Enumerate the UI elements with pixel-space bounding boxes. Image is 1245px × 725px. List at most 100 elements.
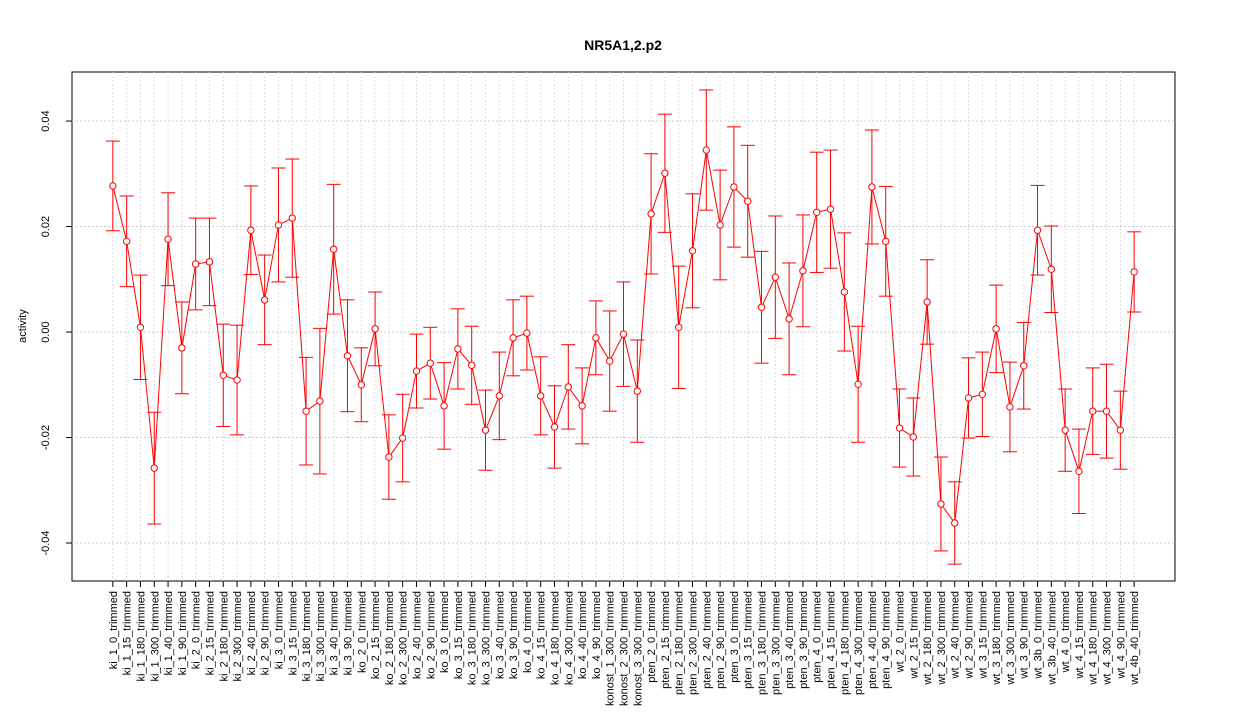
- x-tick-label: pten_3_300_trimmed: [770, 591, 782, 695]
- x-tick-label: pten_4_15_trimmed: [826, 591, 838, 689]
- point: [909, 433, 918, 441]
- x-tick-label: ki_2_90_trimmed: [260, 591, 272, 675]
- point: [523, 329, 531, 337]
- point: [868, 183, 876, 191]
- point: [109, 182, 117, 190]
- x-tick-label: pten_4_180_trimmed: [839, 591, 851, 695]
- x-tick-label: wt_4_0_trimmed: [1060, 591, 1072, 673]
- x-tick-label: ko_3_90_trimmed: [508, 591, 520, 679]
- point: [688, 247, 697, 255]
- point: [564, 383, 572, 391]
- x-tick-label: pten_3_180_trimmed: [757, 591, 769, 695]
- point: [1130, 268, 1138, 276]
- x-tick-label: ko_4_90_trimmed: [591, 591, 603, 679]
- point: [136, 323, 145, 331]
- x-tick-label: ko_3_0_trimmed: [439, 591, 451, 673]
- point: [454, 345, 462, 353]
- x-tick-label: wt_2_40_trimmed: [950, 591, 962, 679]
- point: [647, 210, 655, 218]
- chart-title: NR5A1,2.p2: [584, 37, 662, 53]
- point: [799, 267, 807, 275]
- point: [357, 381, 365, 389]
- x-tick-label: pten_2_40_trimmed: [701, 591, 713, 689]
- point: [978, 390, 987, 398]
- x-tick-label: ki_3_0_trimmed: [273, 591, 285, 669]
- x-tick-label: ko_3_180_trimmed: [467, 591, 479, 685]
- point: [951, 519, 959, 527]
- point: [757, 303, 766, 311]
- x-tick-label: ko_2_15_trimmed: [370, 591, 382, 679]
- x-tick-label: ki_1_15_trimmed: [122, 591, 134, 675]
- x-tick-label: ki_1_180_trimmed: [135, 591, 147, 682]
- y-tick-label: -0.02: [40, 425, 52, 450]
- x-tick-label: ki_1_0_trimmed: [108, 591, 120, 669]
- x-tick-label: ko_2_180_trimmed: [384, 591, 396, 685]
- x-tick-label: ki_1_40_trimmed: [163, 591, 175, 675]
- point: [219, 371, 227, 379]
- x-tick-label: wt_2_300_trimmed: [936, 591, 948, 686]
- point: [605, 357, 614, 365]
- x-tick-label: pten_3_40_trimmed: [784, 591, 796, 689]
- y-tick-label: 0.02: [40, 216, 52, 237]
- y-tick-label: 0.00: [40, 321, 52, 342]
- x-tick-label: ko_4_15_trimmed: [536, 591, 548, 679]
- point: [191, 260, 200, 268]
- x-tick-label: wt_2_15_trimmed: [908, 591, 920, 679]
- x-tick-label: pten_2_0_trimmed: [646, 591, 658, 683]
- point: [1102, 407, 1111, 415]
- x-tick-label: wt_3_180_trimmed: [991, 591, 1003, 686]
- point: [481, 426, 490, 434]
- x-tick-label: wt_4b_40_trimmed: [1129, 591, 1141, 686]
- point: [661, 169, 669, 177]
- point: [578, 402, 586, 410]
- x-tick-label: wt_4_15_trimmed: [1074, 591, 1086, 679]
- x-tick-label: wt_4_300_trimmed: [1102, 591, 1114, 686]
- x-tick-label: ko_3_300_trimmed: [480, 591, 492, 685]
- point: [233, 376, 241, 384]
- point: [826, 205, 835, 213]
- point: [854, 380, 862, 388]
- point: [730, 183, 738, 191]
- point: [964, 394, 973, 402]
- x-tick-label: pten_3_90_trimmed: [798, 591, 810, 689]
- x-tick-label: wt_3b_40_trimmed: [1046, 591, 1058, 686]
- point: [1089, 407, 1097, 415]
- point: [164, 235, 172, 243]
- x-tick-label: wt_3_90_trimmed: [1019, 591, 1031, 679]
- x-tick-label: ko_3_40_trimmed: [494, 591, 506, 679]
- x-tick-label: wt_3_15_trimmed: [977, 591, 989, 679]
- x-tick-label: ko_2_40_trimmed: [411, 591, 423, 679]
- x-tick-label: ki_3_180_trimmed: [301, 591, 313, 682]
- point: [1006, 403, 1014, 411]
- point: [426, 359, 434, 367]
- point: [619, 330, 628, 338]
- x-tick-label: wt_2_180_trimmed: [922, 591, 934, 686]
- x-tick-label: pten_4_300_trimmed: [853, 591, 865, 695]
- x-tick-label: wt_2_90_trimmed: [964, 591, 976, 679]
- x-tick-label: ko_2_90_trimmed: [425, 591, 437, 679]
- x-tick-label: ko_4_180_trimmed: [549, 591, 561, 685]
- y-tick-label: -0.04: [40, 530, 52, 555]
- point: [260, 296, 269, 304]
- x-tick-label: ki_3_15_trimmed: [287, 591, 299, 675]
- x-tick-label: wt_3_300_trimmed: [1005, 591, 1017, 686]
- point: [550, 423, 559, 431]
- x-tick-label: ki_3_40_trimmed: [329, 591, 341, 675]
- x-tick-label: wt_4_180_trimmed: [1088, 591, 1100, 686]
- point: [509, 334, 517, 342]
- x-tick-label: ki_2_15_trimmed: [204, 591, 216, 675]
- x-tick-label: ko_4_300_trimmed: [563, 591, 575, 685]
- point: [1061, 426, 1069, 434]
- point: [923, 298, 931, 306]
- x-tick-label: ki_2_300_trimmed: [232, 591, 244, 682]
- y-tick-label: 0.04: [40, 110, 52, 131]
- point: [371, 325, 379, 333]
- point: [178, 344, 186, 352]
- x-tick-label: ko_4_40_trimmed: [577, 591, 589, 679]
- point: [329, 245, 338, 253]
- x-tick-label: konost_3_300_trimmed: [632, 591, 644, 706]
- point: [1033, 226, 1042, 234]
- point: [895, 424, 904, 432]
- point: [771, 273, 780, 281]
